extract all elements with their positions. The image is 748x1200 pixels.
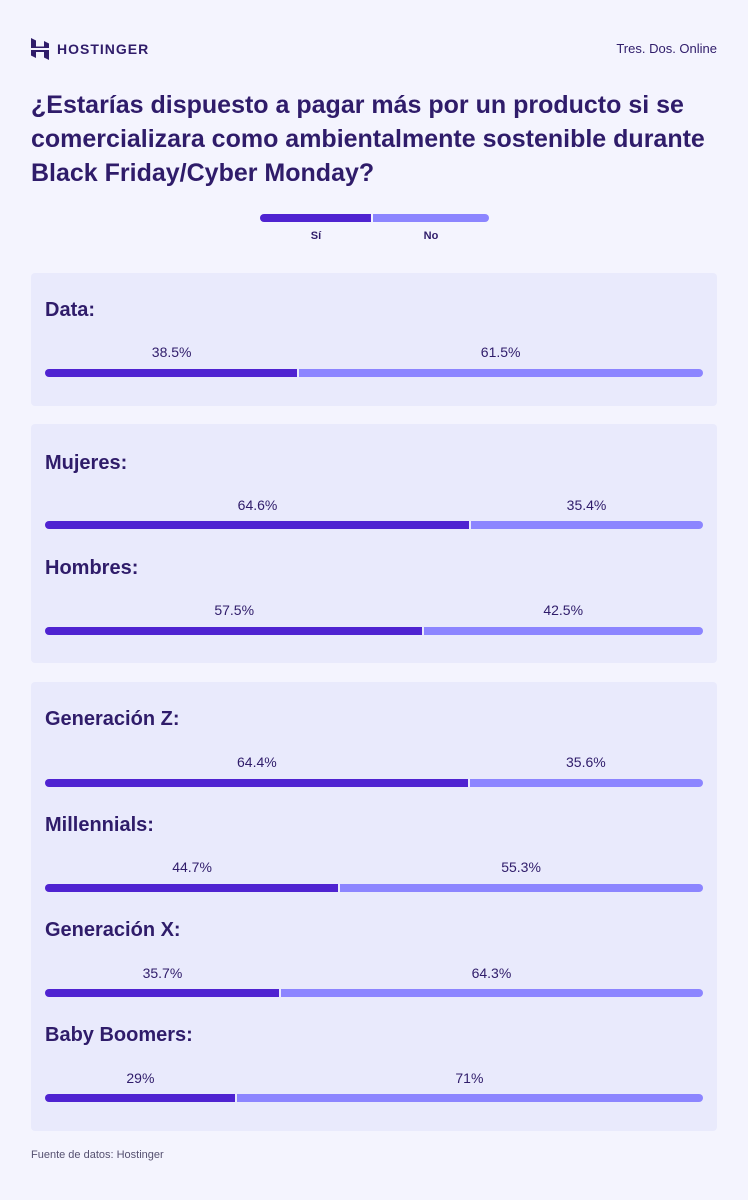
row-label: Baby Boomers: bbox=[45, 1024, 193, 1046]
data-label-yes: 64.6% bbox=[237, 497, 278, 513]
bar-segment-yes bbox=[45, 1094, 235, 1102]
row-label: Mujeres: bbox=[45, 452, 128, 474]
data-label-no: 71% bbox=[455, 1070, 484, 1086]
stacked-bar bbox=[45, 521, 703, 529]
legend: Sí No bbox=[260, 214, 489, 254]
bar-segment-no bbox=[424, 627, 703, 635]
publisher: Tres. Dos. Online bbox=[616, 41, 717, 56]
bar-segment-yes bbox=[45, 884, 339, 892]
bar-segment-yes bbox=[45, 989, 279, 997]
stacked-bar bbox=[45, 369, 703, 377]
bar-segment-no bbox=[469, 779, 703, 787]
data-label-yes: 35.7% bbox=[142, 965, 183, 981]
chart-group-card: Generación Z: 64.4% 35.6% Millennials: 44.7%… bbox=[31, 682, 717, 1131]
legend-swatch-no bbox=[373, 214, 489, 222]
stacked-bar bbox=[45, 779, 703, 787]
data-label-yes: 44.7% bbox=[172, 859, 212, 875]
hostinger-logo: HOSTINGER bbox=[31, 38, 149, 60]
hostinger-logo-icon bbox=[31, 38, 49, 60]
row-label: Generación Z: bbox=[45, 708, 180, 730]
data-source: Fuente de datos: Hostinger bbox=[31, 1149, 164, 1161]
data-label-no: 55.3% bbox=[501, 859, 541, 875]
data-label-no: 42.5% bbox=[543, 602, 584, 618]
bar-segment-no bbox=[299, 369, 703, 377]
stacked-bar bbox=[45, 627, 703, 635]
chart-group-card: Data: 38.5% 61.5% bbox=[31, 273, 717, 406]
legend-label-no: No bbox=[423, 230, 439, 242]
data-label-no: 64.3% bbox=[471, 965, 512, 981]
bar-segment-yes bbox=[45, 369, 298, 377]
stacked-bar bbox=[45, 884, 703, 892]
row-label: Hombres: bbox=[45, 557, 139, 579]
data-label-yes: 38.5% bbox=[151, 344, 192, 360]
data-label-yes: 29% bbox=[126, 1070, 155, 1086]
stacked-bar bbox=[45, 989, 703, 997]
bar-segment-yes bbox=[45, 627, 423, 635]
bar-segment-yes bbox=[45, 779, 468, 787]
data-label-yes: 57.5% bbox=[214, 602, 255, 618]
chart-title: ¿Estarías dispuesto a pagar más por un p… bbox=[31, 91, 705, 187]
bar-segment-no bbox=[471, 521, 703, 529]
bar-segment-no bbox=[340, 884, 703, 892]
chart-group-card: Mujeres: 64.6% 35.4% Hombres: 57.5% 42.5% bbox=[31, 424, 717, 663]
row-label: Millennials: bbox=[45, 814, 154, 836]
row-label: Data: bbox=[45, 299, 96, 321]
stacked-bar bbox=[45, 1094, 703, 1102]
legend-swatch-yes bbox=[260, 214, 371, 222]
data-label-no: 35.6% bbox=[566, 754, 606, 770]
brand-name: HOSTINGER bbox=[57, 41, 150, 57]
data-label-no: 35.4% bbox=[566, 497, 607, 513]
data-label-yes: 64.4% bbox=[237, 754, 277, 770]
row-label: Generación X: bbox=[45, 919, 181, 941]
legend-label-yes: Sí bbox=[310, 230, 322, 242]
bar-segment-no bbox=[280, 989, 703, 997]
bar-segment-yes bbox=[45, 521, 470, 529]
data-label-no: 61.5% bbox=[480, 344, 521, 360]
bar-segment-no bbox=[236, 1094, 703, 1102]
